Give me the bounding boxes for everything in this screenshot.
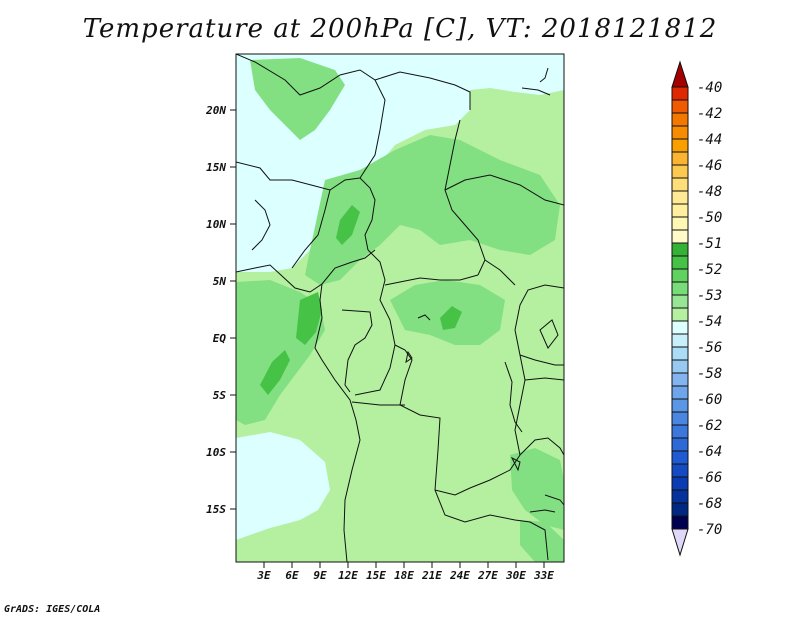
- colorbar-segment-31: [671, 489, 689, 504]
- colorbar-label: -50: [697, 210, 722, 226]
- colorbar-segment-2: [671, 112, 689, 127]
- colorbar-segment-29: [671, 463, 689, 478]
- lon-label-12e: 12E: [338, 569, 358, 582]
- colorbar-segment-33: [671, 515, 689, 530]
- region-cold-sw: [236, 432, 330, 540]
- lat-label-5s: 5S: [213, 389, 227, 402]
- region-warmest-nw: [336, 205, 360, 245]
- colorbar-segment-13: [671, 255, 689, 270]
- region-warmest-west: [296, 292, 322, 345]
- colorbar-segment-27: [671, 437, 689, 452]
- map-border: [235, 53, 565, 563]
- colorbar-label: -58: [697, 366, 722, 382]
- colorbar-segment-0: [671, 86, 689, 101]
- region-warmest-strip: [260, 350, 290, 395]
- colorbar-label: -42: [697, 106, 722, 122]
- lat-label-15s: 15S: [206, 503, 226, 516]
- region-warm-band: [305, 135, 560, 285]
- lon-label-30e: 30E: [505, 569, 526, 582]
- colorbar-label: -46: [697, 158, 722, 174]
- colorbar-segment-1: [671, 99, 689, 114]
- latitude-axis: 20N 15N 10N 5N EQ 5S 10S 15S: [205, 104, 236, 516]
- colorbar-segment-11: [671, 229, 689, 244]
- colorbar-label: -53: [697, 288, 722, 304]
- colorbar-label: -52: [697, 262, 722, 278]
- colorbar-bottom-arrow: [671, 528, 689, 557]
- lon-label-9e: 9E: [313, 569, 327, 582]
- colorbar-segment-8: [671, 190, 689, 205]
- colorbar-segment-6: [671, 164, 689, 179]
- colorbar-segment-12: [671, 242, 689, 257]
- colorbar-label: -68: [697, 496, 722, 512]
- colorbar-label: -60: [697, 392, 722, 408]
- colorbar-segment-22: [671, 372, 689, 387]
- colorbar-label: -56: [697, 340, 722, 356]
- colorbar-label: -48: [697, 184, 722, 200]
- colorbar-segment-32: [671, 502, 689, 517]
- colorbar-segment-26: [671, 424, 689, 439]
- lat-label-eq: EQ: [213, 332, 227, 345]
- colorbar-segment-5: [671, 151, 689, 166]
- colorbar-segment-30: [671, 476, 689, 491]
- lon-label-3e: 3E: [256, 569, 271, 582]
- lat-label-10s: 10S: [206, 446, 226, 459]
- colorbar-label: -70: [697, 522, 722, 538]
- colorbar-segment-17: [671, 307, 689, 322]
- colorbar-segment-23: [671, 385, 689, 400]
- region-warm-north: [250, 58, 345, 140]
- region-warm-southeast: [510, 448, 564, 530]
- colorbar-segment-15: [671, 281, 689, 296]
- lat-label-10n: 10N: [206, 218, 226, 231]
- region-cold-ne: [470, 54, 564, 95]
- colorbar-label: -54: [697, 314, 722, 330]
- lon-label-24e: 24E: [449, 569, 470, 582]
- lon-label-21e: 21E: [421, 569, 442, 582]
- colorbar-top-arrow: [671, 60, 689, 88]
- colorbar-segment-10: [671, 216, 689, 231]
- region-warm-south: [520, 520, 564, 562]
- region-warmest-central: [440, 306, 462, 330]
- lon-label-15e: 15E: [366, 569, 386, 582]
- colorbar-segment-24: [671, 398, 689, 413]
- colorbar-segment-25: [671, 411, 689, 426]
- colorbar-segment-28: [671, 450, 689, 465]
- lon-label-27e: 27E: [477, 569, 498, 582]
- colorbar-label: -66: [697, 470, 722, 486]
- chart-title: Temperature at 200hPa [C], VT: 201812181…: [82, 14, 718, 44]
- lat-label-5n: 5N: [213, 275, 227, 288]
- lon-label-18e: 18E: [394, 569, 414, 582]
- lat-label-15n: 15N: [206, 161, 226, 174]
- lon-label-6e: 6E: [285, 569, 299, 582]
- colorbar-segment-21: [671, 359, 689, 374]
- colorbar-segment-19: [671, 333, 689, 348]
- credit-text: GrADS: IGES/COLA: [4, 604, 101, 615]
- colorbar-segment-4: [671, 138, 689, 153]
- colorbar-segment-16: [671, 294, 689, 309]
- colorbar-segment-20: [671, 346, 689, 361]
- colorbar-segment-14: [671, 268, 689, 283]
- lon-label-33e: 33E: [533, 569, 554, 582]
- colorbar-label: -51: [697, 236, 722, 252]
- colorbar-label: -44: [697, 132, 722, 148]
- colorbar-label: -40: [697, 80, 722, 96]
- colorbar-segment-7: [671, 177, 689, 192]
- country-borders: [236, 54, 564, 562]
- lat-label-20n: 20N: [205, 104, 226, 117]
- colorbar-label: -64: [697, 444, 722, 460]
- colorbar: -40 -42 -44 -46 -48 -50 -51 -52 -53 -54 …: [671, 60, 722, 557]
- colorbar-segment-18: [671, 320, 689, 335]
- longitude-axis: 3E 6E 9E 12E 15E 18E 21E 24E 27E 30E 33E: [256, 562, 554, 582]
- colorbar-segment-9: [671, 203, 689, 218]
- colorbar-label: -62: [697, 418, 722, 434]
- colorbar-segment-3: [671, 125, 689, 140]
